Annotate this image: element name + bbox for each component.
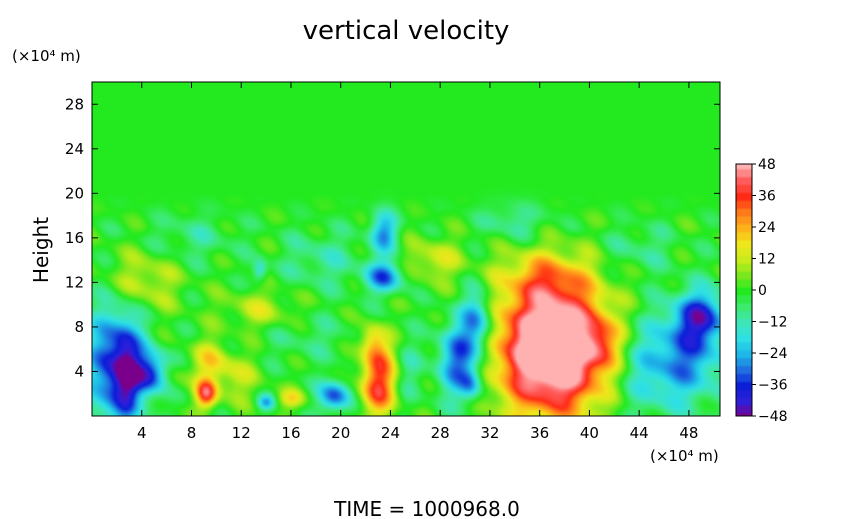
- x-tick-label: 4: [137, 424, 147, 442]
- colorbar-tick-label: −24: [758, 346, 788, 362]
- y-axis-unit: (×10⁴ m): [12, 47, 81, 65]
- x-tick-label: 32: [480, 424, 499, 442]
- y-tick-label: 4: [74, 362, 84, 380]
- x-tick-label: 44: [630, 424, 649, 442]
- colorbar-tick-label: 48: [758, 157, 776, 173]
- x-axis-unit: (×10⁴ m): [650, 447, 719, 465]
- y-tick-label: 28: [65, 95, 84, 113]
- x-tick-label: 8: [187, 424, 197, 442]
- chart-title: vertical velocity: [303, 16, 510, 46]
- y-axis: 4 8 12 16 20 24 28: [65, 95, 720, 380]
- colorbar-tick-label: −48: [758, 409, 788, 425]
- y-tick-label: 16: [65, 229, 84, 247]
- time-label: TIME = 1000968.0: [333, 497, 520, 519]
- colorbar-tick-label: 0: [758, 283, 767, 299]
- x-tick-label: 40: [580, 424, 599, 442]
- colorbar-tick-label: −36: [758, 378, 788, 394]
- plot-area: [91, 81, 721, 417]
- x-axis: 4 8 12 16 20 24 28 32 36 40 44 48: [137, 82, 698, 442]
- x-tick-label: 24: [381, 424, 400, 442]
- x-tick-label: 36: [530, 424, 549, 442]
- colorbar-gradient: [736, 164, 752, 416]
- x-tick-label: 48: [679, 424, 698, 442]
- colorbar-tick-label: 12: [758, 252, 776, 268]
- y-tick-label: 12: [65, 273, 84, 291]
- heatmap-field: [92, 82, 720, 416]
- colorbar: 48 36 24 12 0 −12 −24 −36 −48: [735, 157, 788, 425]
- y-tick-label: 24: [65, 140, 84, 158]
- colorbar-tick-label: −12: [758, 315, 788, 331]
- y-tick-label: 8: [74, 318, 84, 336]
- x-tick-label: 28: [431, 424, 450, 442]
- colorbar-tick-label: 36: [758, 189, 776, 205]
- x-tick-label: 16: [281, 424, 300, 442]
- y-tick-label: 20: [65, 184, 84, 202]
- colorbar-tick-label: 24: [758, 220, 776, 236]
- y-axis-label: Height: [29, 217, 53, 283]
- plot-frame: [91, 81, 721, 417]
- x-tick-label: 12: [232, 424, 251, 442]
- x-tick-label: 20: [331, 424, 350, 442]
